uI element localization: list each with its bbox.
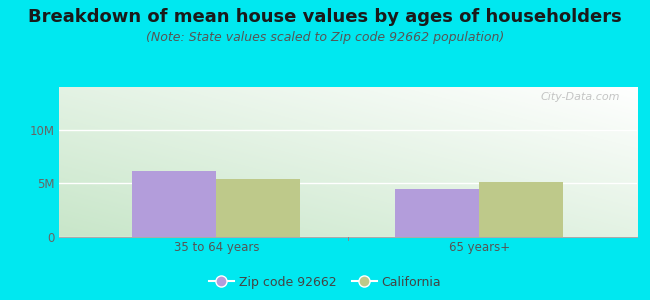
Text: City-Data.com: City-Data.com xyxy=(540,92,619,101)
Bar xyxy=(132,171,216,237)
Bar xyxy=(479,182,564,237)
Bar xyxy=(395,189,479,237)
Bar xyxy=(216,179,300,237)
Text: Breakdown of mean house values by ages of householders: Breakdown of mean house values by ages o… xyxy=(28,8,622,26)
Legend: Zip code 92662, California: Zip code 92662, California xyxy=(204,271,446,294)
Text: (Note: State values scaled to Zip code 92662 population): (Note: State values scaled to Zip code 9… xyxy=(146,32,504,44)
